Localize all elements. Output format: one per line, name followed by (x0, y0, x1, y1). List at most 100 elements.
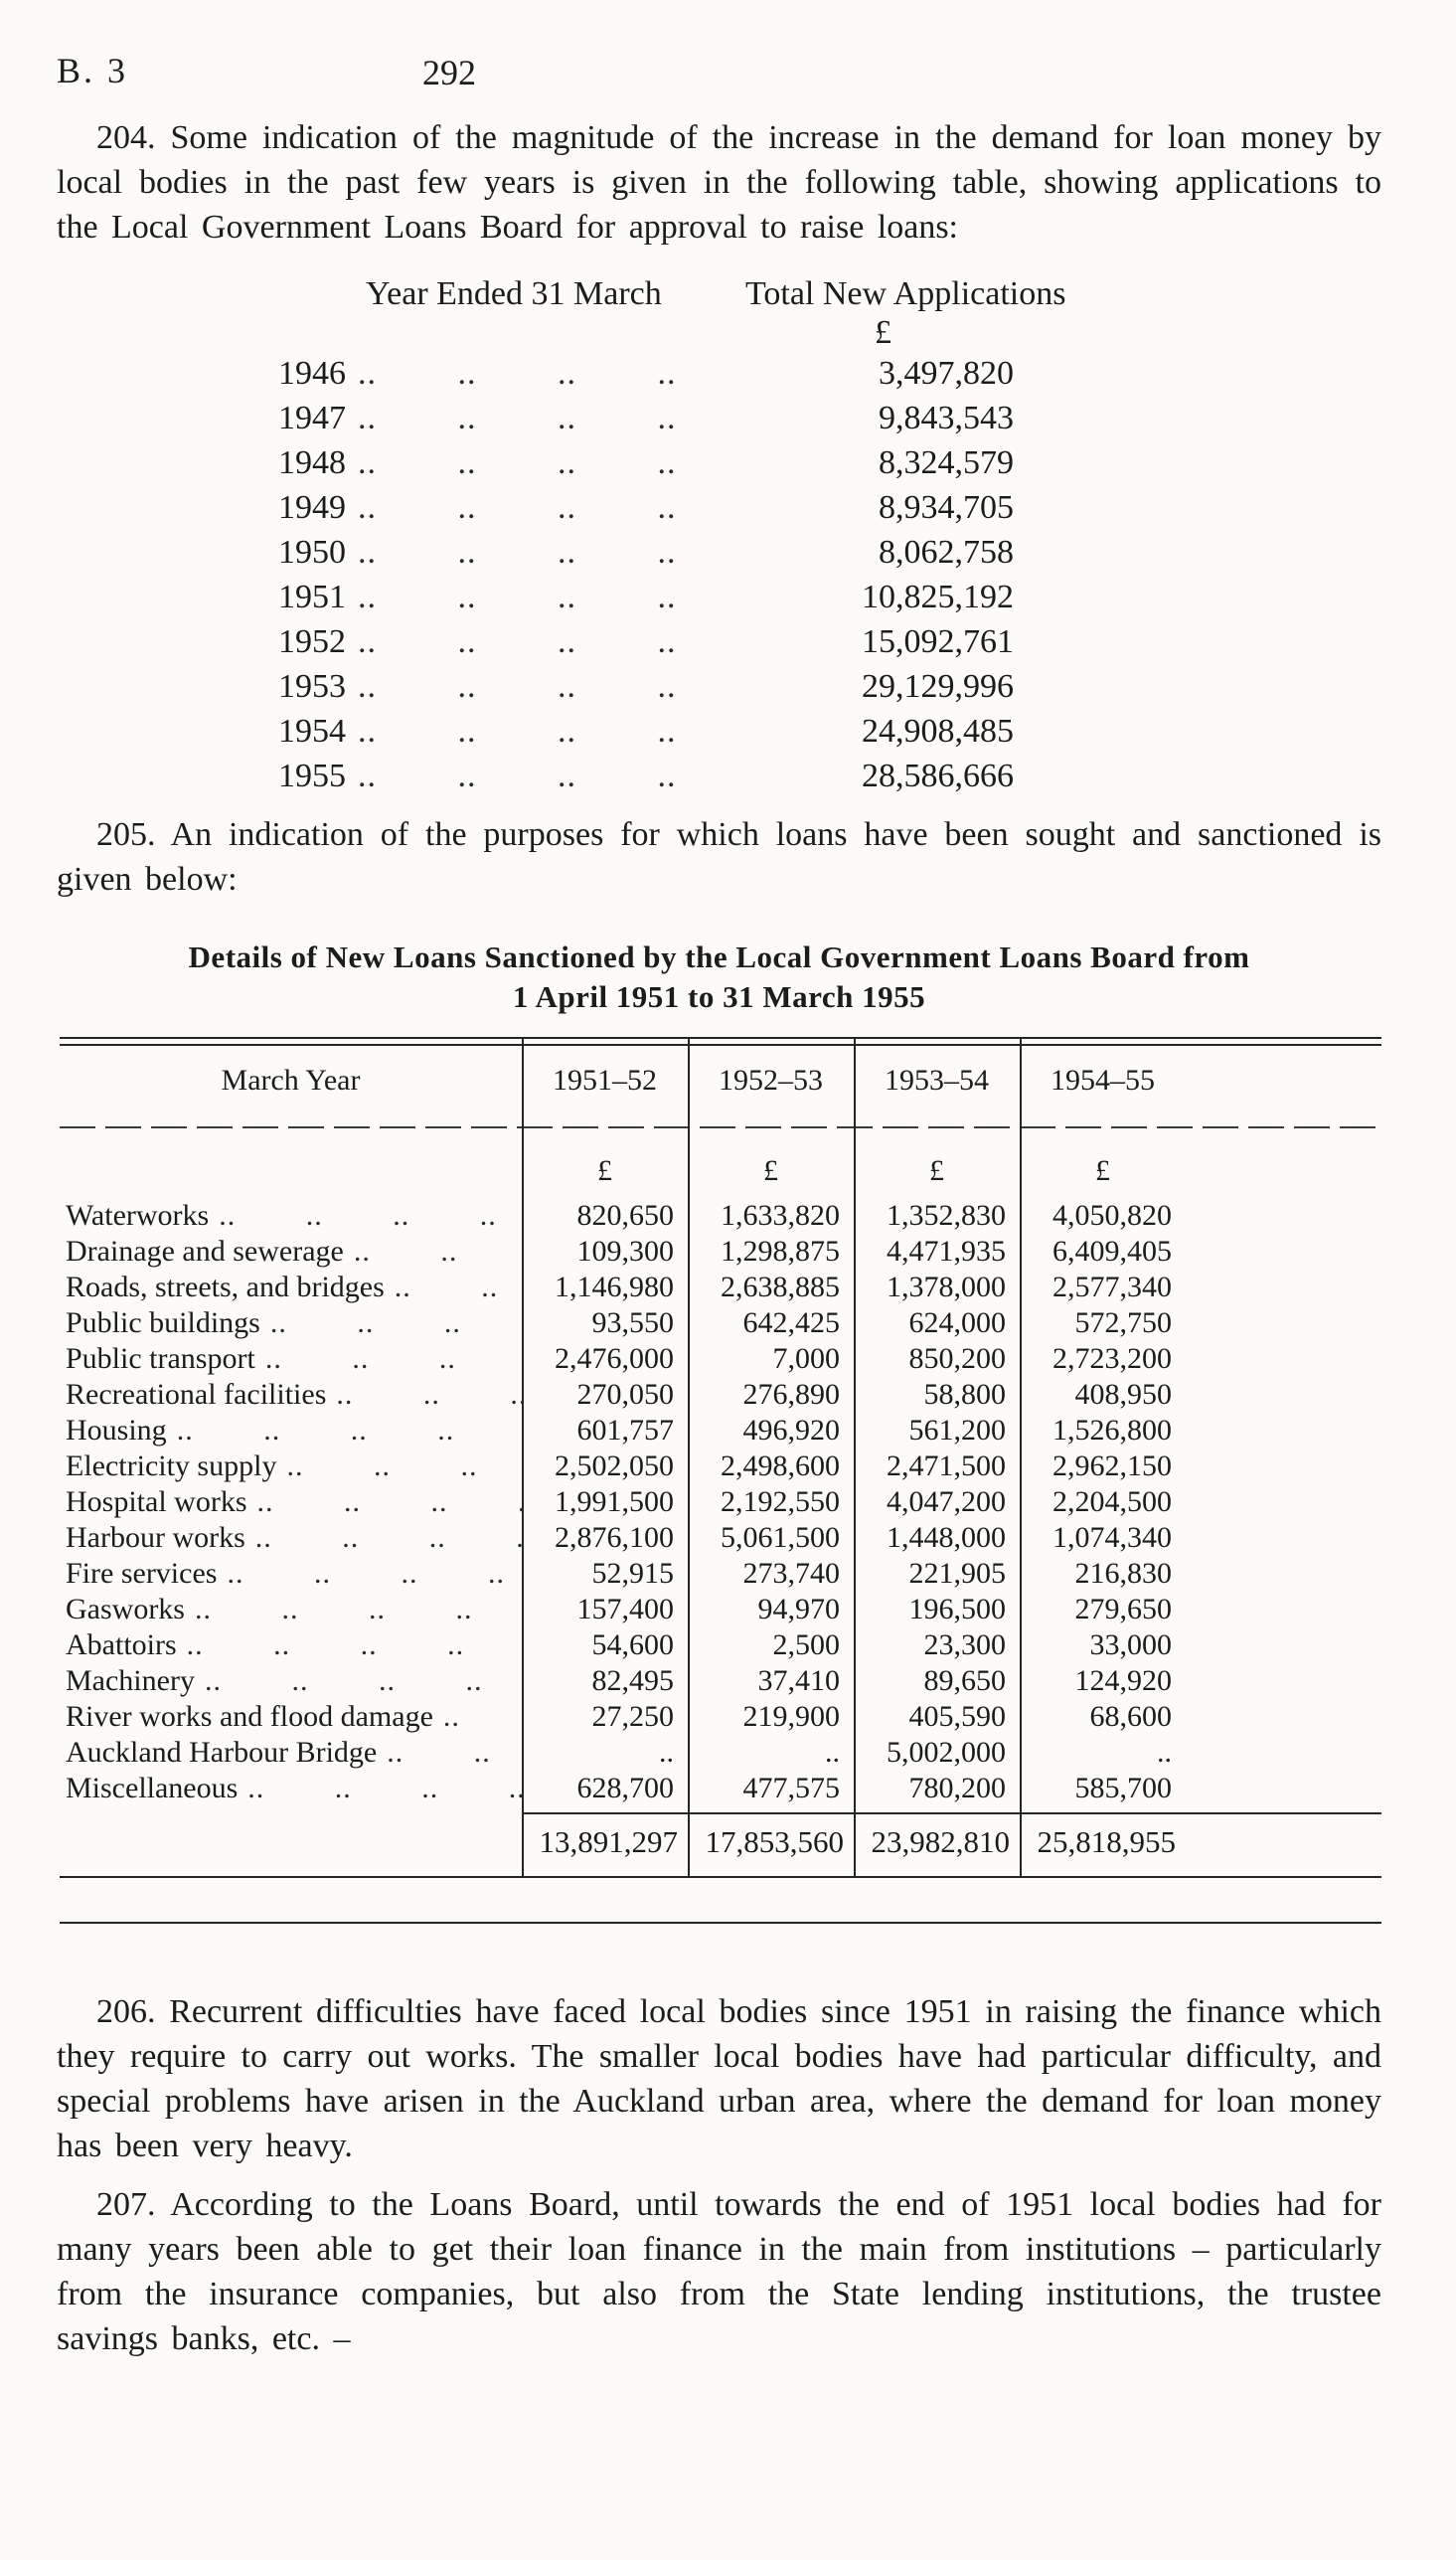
page-number: 292 (422, 53, 476, 92)
value-cell: 1,378,000 (887, 1271, 1006, 1303)
value-cell: 2,500 (772, 1628, 841, 1661)
row-label: Machinery (66, 1664, 195, 1697)
value-cell: 2,192,550 (721, 1485, 840, 1518)
value-cell: 33,000 (1089, 1628, 1173, 1661)
value-cell: 4,047,200 (887, 1485, 1006, 1518)
paragraph-206: 206. Recurrent difficulties have faced l… (57, 1993, 1381, 2164)
loans-row: Hospital works .. .. .. .. .. .. .. .. .… (60, 1484, 1186, 1520)
applications-row: 1954 .. .. .. .. 24,908,485 (278, 709, 1014, 754)
row-leader-dots: .. .. .. .. .. .. .. .. .. .. .. .. (204, 1664, 522, 1697)
applications-col2-header: Total New Applications (745, 275, 1066, 312)
row-leader-dots: .. .. .. .. .. .. .. .. .. .. .. .. (286, 1450, 522, 1482)
loans-row: Gasworks .. .. .. .. .. .. .. .. .. .. .… (60, 1592, 1186, 1627)
above-totals-rule (522, 1812, 1381, 1814)
value-cell: 52,915 (591, 1557, 675, 1590)
row-leader-dots: .. .. .. .. .. .. .. .. .. .. .. .. (353, 1235, 522, 1268)
year-cell: 1954 (278, 713, 346, 750)
header-underline-rule (60, 1126, 1381, 1128)
amount-cell: 29,129,996 (862, 668, 1014, 705)
row-leader-dots: .. .. .. .. .. .. .. .. .. .. .. .. (336, 1378, 522, 1411)
value-cell: 2,723,200 (1052, 1342, 1172, 1375)
row-label-cell: Recreational facilities .. .. .. .. .. .… (60, 1377, 522, 1413)
applications-row: 1951 .. .. .. .. 10,825,192 (278, 575, 1014, 619)
row-label-cell: Public buildings .. .. .. .. .. .. .. ..… (60, 1305, 522, 1341)
row-label: Gasworks (66, 1593, 185, 1625)
loans-row: Drainage and sewerage .. .. .. .. .. .. … (60, 1234, 1186, 1270)
loans-row: Harbour works .. .. .. .. .. .. .. .. ..… (60, 1520, 1186, 1556)
row-leader-dots: .. .. .. .. .. .. .. .. .. .. .. .. (176, 1414, 522, 1447)
loans-row: Public buildings .. .. .. .. .. .. .. ..… (60, 1305, 1186, 1341)
year-column-header: 1951–52 (553, 1064, 657, 1097)
row-label: Abattoirs (66, 1628, 177, 1661)
value-cell: 94,970 (757, 1593, 841, 1625)
value-cell: 585,700 (1074, 1772, 1173, 1804)
amount-cell: 15,092,761 (862, 623, 1014, 660)
total-cell: 23,982,810 (871, 1824, 1011, 1859)
row-label-cell: Housing .. .. .. .. .. .. .. .. .. .. ..… (60, 1413, 522, 1449)
row-label: River works and flood damage (66, 1700, 433, 1733)
totals-row: 13,891,297 17,853,560 23,982,810 25,818,… (60, 1806, 1186, 1862)
row-label: Miscellaneous (66, 1772, 239, 1804)
value-cell: 477,575 (742, 1772, 841, 1804)
empty-cell (60, 1154, 522, 1188)
row-leader-dots: .. .. .. .. .. .. .. .. .. .. .. .. (264, 1342, 522, 1375)
row-label-cell: Miscellaneous .. .. .. .. .. .. .. .. ..… (60, 1771, 522, 1806)
applications-col1-header: Year Ended 31 March (366, 275, 662, 312)
row-leader-dots: .. .. .. .. .. .. .. .. .. .. .. .. (442, 1700, 522, 1733)
value-cell: 216,830 (1074, 1557, 1173, 1590)
value-cell: .. (659, 1736, 674, 1769)
value-cell: 1,633,820 (721, 1199, 840, 1232)
value-cell: 408,950 (1074, 1378, 1173, 1411)
year-cell: 1952 (278, 623, 346, 660)
row-label-cell: Abattoirs .. .. .. .. .. .. .. .. .. .. … (60, 1627, 522, 1663)
value-cell: 27,250 (591, 1700, 675, 1733)
currency-symbol: £ (1095, 1154, 1110, 1187)
currency-symbol: £ (763, 1154, 778, 1187)
value-cell: 4,471,935 (887, 1235, 1006, 1268)
column-divider (854, 1037, 856, 1878)
loans-row: Electricity supply .. .. .. .. .. .. .. … (60, 1449, 1186, 1484)
page-header: B. 3 292 (0, 0, 1456, 95)
loans-row: Auckland Harbour Bridge .. .. .. .. .. .… (60, 1735, 1186, 1771)
value-cell: 2,498,600 (721, 1450, 840, 1482)
row-label-cell: Electricity supply .. .. .. .. .. .. .. … (60, 1449, 522, 1484)
leader-dots: .. .. .. .. (358, 758, 677, 794)
value-cell: 2,577,340 (1052, 1271, 1172, 1303)
value-cell: 572,750 (1074, 1306, 1173, 1339)
year-cell: 1948 (278, 444, 346, 481)
total-cell: 13,891,297 (539, 1824, 679, 1859)
total-cell: 17,853,560 (705, 1824, 845, 1859)
loans-row: Fire services .. .. .. .. .. .. .. .. ..… (60, 1556, 1186, 1592)
row-label-cell: Fire services .. .. .. .. .. .. .. .. ..… (60, 1556, 522, 1592)
row-label: Public buildings (66, 1306, 260, 1339)
value-cell: 5,061,500 (721, 1521, 840, 1554)
leader-dots: .. .. .. .. (358, 444, 677, 481)
leader-dots: .. .. .. .. (358, 534, 677, 571)
applications-row: 1952 .. .. .. .. 15,092,761 (278, 619, 1014, 664)
table-top-rule (60, 1037, 1381, 1039)
row-label: Recreational facilities (66, 1378, 327, 1411)
currency-symbol: £ (875, 314, 891, 351)
row-leader-dots: .. .. .. .. .. .. .. .. .. .. .. .. (269, 1306, 522, 1339)
value-cell: 196,500 (908, 1593, 1007, 1625)
row-label: Hospital works (66, 1485, 247, 1518)
year-column-header: 1952–53 (719, 1064, 823, 1097)
row-leader-dots: .. .. .. .. .. .. .. .. .. .. .. .. (219, 1199, 522, 1232)
amount-cell: 10,825,192 (862, 579, 1014, 615)
loans-table-body: Waterworks .. .. .. .. .. .. .. .. .. ..… (60, 1198, 1381, 1806)
year-cell: 1949 (278, 489, 346, 526)
value-cell: 109,300 (576, 1235, 675, 1268)
empty-cell (60, 1822, 522, 1862)
year-column-header: 1954–55 (1051, 1064, 1155, 1097)
value-cell: 405,590 (908, 1700, 1007, 1733)
column-divider (1020, 1037, 1022, 1878)
row-label-cell: River works and flood damage .. .. .. ..… (60, 1699, 522, 1735)
year-column-header: 1953–54 (885, 1064, 989, 1097)
value-cell: 270,050 (576, 1378, 675, 1411)
leader-dots: .. .. .. .. (358, 623, 677, 660)
value-cell: 780,200 (908, 1772, 1007, 1804)
value-cell: 850,200 (908, 1342, 1007, 1375)
value-cell: 1,298,875 (721, 1235, 840, 1268)
currency-symbol: £ (929, 1154, 944, 1187)
value-cell: 273,740 (742, 1557, 841, 1590)
